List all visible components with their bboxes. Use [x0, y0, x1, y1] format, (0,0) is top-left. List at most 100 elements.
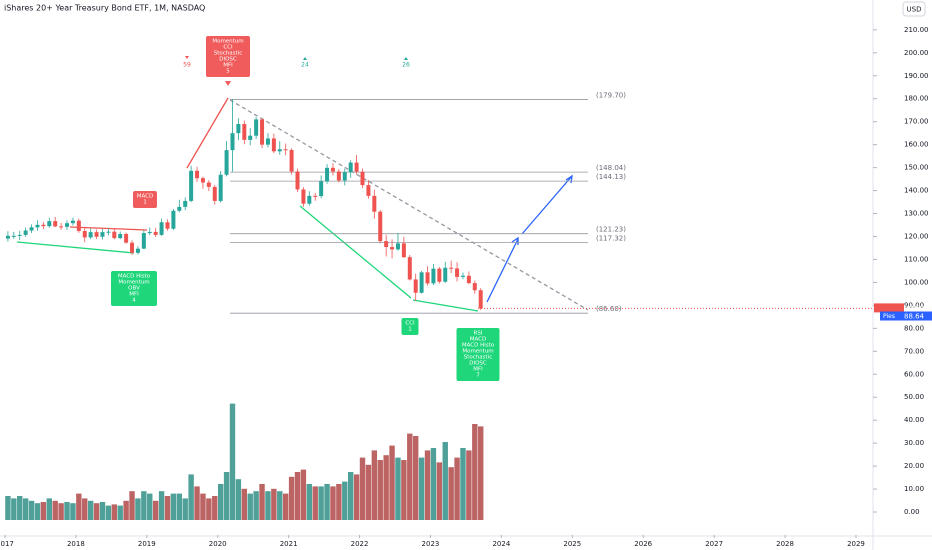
volume-bar	[377, 460, 383, 520]
x-tick-label: 2029	[847, 540, 865, 548]
volume-bar	[460, 448, 466, 520]
volume-bar	[52, 500, 58, 520]
annotation-text: 7	[476, 373, 480, 379]
volume-bar	[194, 486, 200, 520]
candle-body	[141, 233, 146, 249]
y-tick-label: 90.00	[904, 301, 924, 309]
candle-body	[11, 235, 16, 237]
volume-bar	[28, 500, 35, 520]
annotation-text: 4	[132, 298, 136, 304]
candle-body	[395, 243, 400, 250]
candle-body	[183, 200, 188, 207]
annotation-text: Momentum	[212, 39, 243, 45]
candle-body	[189, 170, 194, 201]
y-tick-label: 30.00	[904, 439, 924, 447]
divergence-line	[16, 241, 135, 254]
candle-body	[242, 123, 247, 140]
candle-body	[76, 220, 81, 231]
volume-bar	[324, 484, 330, 520]
level-label: (148.04)	[596, 164, 626, 172]
volume-bar	[46, 498, 52, 520]
annotation-box	[456, 328, 500, 381]
candle-body	[135, 248, 140, 253]
annotation-box	[111, 271, 157, 306]
volume-bar	[117, 505, 123, 520]
annotation-text: MFI	[223, 63, 233, 69]
x-tick-label: 2017	[0, 540, 14, 548]
volume-bar	[365, 464, 372, 520]
y-tick-label: 70.00	[904, 347, 924, 355]
candle-body	[200, 178, 205, 183]
candle-body	[460, 275, 465, 277]
projection-arrow	[486, 238, 519, 303]
drawings	[16, 97, 589, 312]
annotation-text: 5	[226, 69, 230, 75]
volume-bar	[407, 433, 413, 520]
candle-body	[289, 149, 294, 172]
candle-body	[342, 172, 347, 181]
candle-body	[366, 185, 371, 196]
candle-body	[295, 171, 300, 190]
candle-body	[5, 235, 10, 239]
volume-bar	[300, 469, 307, 520]
volume-bar	[442, 442, 448, 520]
candle-body	[378, 211, 383, 242]
candle-body	[47, 221, 52, 227]
annotation-text: MFI	[129, 292, 139, 298]
candle-body	[254, 119, 259, 136]
candle-body	[218, 174, 223, 201]
candle-body	[348, 162, 353, 173]
candle-body	[307, 195, 312, 204]
volume-bar	[64, 502, 70, 520]
annotation-text: MACD Histo	[462, 343, 495, 349]
volume-bar	[170, 493, 177, 520]
y-tick-label: 150.00	[904, 164, 929, 172]
candle-body	[425, 272, 430, 284]
divergence-line	[186, 97, 229, 169]
annotation-text: OBV	[128, 286, 140, 292]
candle-body	[319, 181, 324, 197]
y-tick-label: 80.00	[904, 324, 924, 332]
candle-body	[277, 149, 282, 152]
volume-bar	[347, 472, 354, 520]
annotation-text: MFI	[473, 367, 483, 373]
volume-bar	[271, 488, 277, 520]
candle-body	[449, 267, 454, 269]
volume-bar	[318, 486, 324, 520]
candle-body	[384, 241, 389, 248]
volume-bar	[342, 481, 348, 520]
volume-bar	[359, 457, 366, 520]
candle-body	[325, 167, 330, 182]
x-tick-label: 2028	[776, 540, 794, 548]
candle-body	[53, 221, 58, 227]
prev-price-label: 88.64	[904, 313, 925, 321]
candle-body	[431, 268, 436, 284]
volume-bar	[223, 472, 230, 520]
volume-bar	[105, 505, 112, 520]
currency-button[interactable]	[902, 1, 926, 17]
currency-label[interactable]: USD	[907, 6, 922, 14]
volume-bar	[87, 500, 94, 520]
volume-bar	[253, 491, 259, 520]
candle-body	[330, 167, 335, 172]
candle-body	[17, 234, 22, 236]
y-tick-label: 20.00	[904, 462, 924, 470]
volume-bar	[212, 496, 218, 520]
candle-body	[41, 224, 46, 227]
volume-bar	[241, 488, 248, 520]
x-tick-label: 2025	[563, 540, 581, 548]
candle-body	[360, 171, 365, 186]
y-tick-label: 110.00	[904, 255, 929, 263]
volume-bar	[164, 496, 171, 520]
y-tick-label: 10.00	[904, 485, 924, 493]
volume-bar	[123, 500, 129, 520]
volume-bar	[147, 493, 153, 520]
volume-bar	[259, 484, 265, 520]
x-tick-label: 2024	[492, 540, 510, 548]
candle-body	[478, 290, 483, 309]
candle-body	[437, 268, 442, 282]
volume-bar	[472, 424, 478, 520]
chart-title: iShares 20+ Year Treasury Bond ETF, 1M, …	[4, 4, 205, 13]
annotation-text: Stochastic	[214, 51, 242, 57]
candle-body	[472, 283, 477, 291]
